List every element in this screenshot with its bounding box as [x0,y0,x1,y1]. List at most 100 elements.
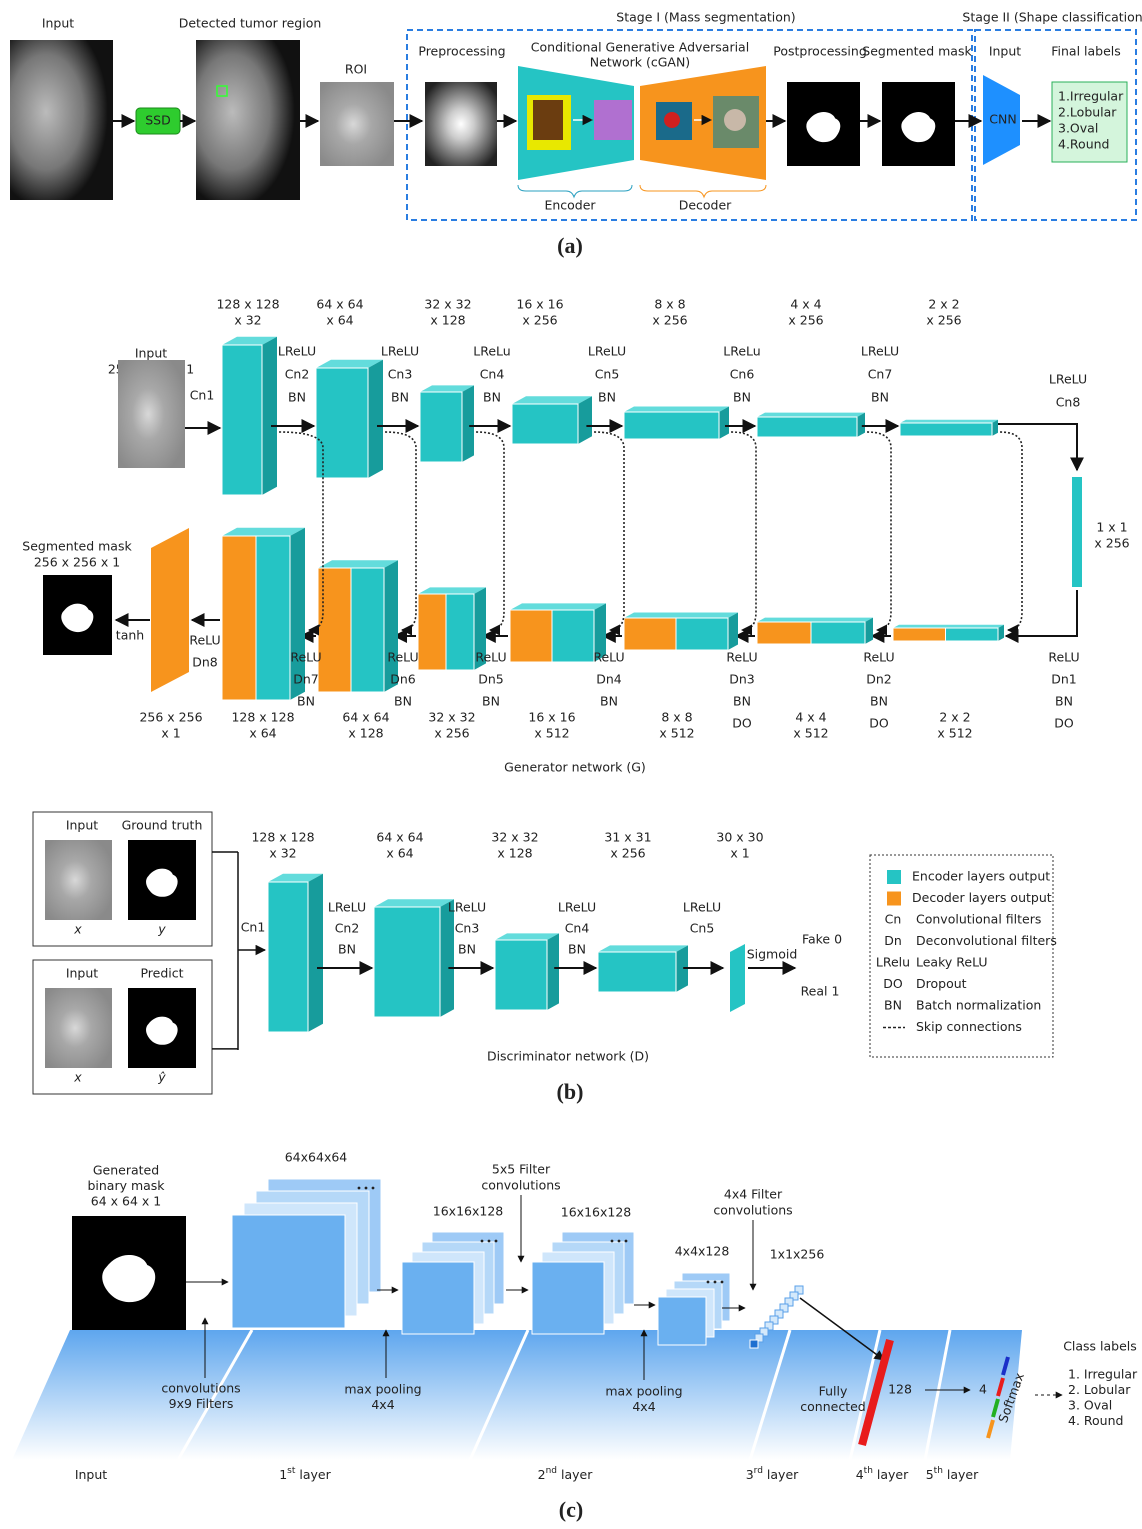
label: ReLU [475,650,506,665]
label: Decoder [679,198,732,213]
layer-label: 3rdlayer [746,1466,799,1482]
encoder-block-front [900,423,992,436]
decoder-block-side [865,618,873,644]
decoder-block-front-decoder [222,536,256,700]
label: Segmented mask [862,44,972,59]
discriminator-block-front [495,940,547,1010]
label: LReLU [588,344,626,359]
label: ReLU [189,633,220,648]
feature-map-4 [658,1297,706,1345]
label: Discriminator network (D) [487,1049,649,1064]
label: 4x4 [371,1397,394,1412]
label: 4 x 4 [790,297,821,312]
label: LReLU [278,344,316,359]
label: 3.Oval [1058,121,1098,136]
encoder-block-front [420,392,462,462]
discriminator-block-front [374,907,440,1017]
label: ReLU [726,650,757,665]
label: 9x9 Filters [169,1396,234,1411]
decoder-block-front-decoder [893,628,946,641]
label: LReLU [1049,372,1087,387]
label: Leaky ReLU [916,955,988,970]
layer-label-part: rd [754,1466,763,1476]
label: 128 x 128 [231,710,294,725]
label: BN [600,694,618,709]
layer-label-part: 3 [746,1467,754,1482]
label: x 128 [430,313,465,328]
label: 4 x 4 [795,710,826,725]
label: (c) [559,1497,583,1522]
label: Convolutional filters [916,912,1041,927]
label: Cn7 [868,367,893,382]
label: LReLU [683,900,721,915]
label: Stage I (Mass segmentation) [616,10,795,25]
label: y [157,922,166,937]
ellipsis-dot [618,1240,621,1243]
label: DO [1054,716,1074,731]
label: LReLU [558,900,596,915]
encoder-brace [518,185,632,197]
layer-label: 5thlayer [926,1466,979,1482]
discriminator-block-top [374,899,454,907]
encoder-block-front [757,417,857,437]
label: Input [989,44,1021,59]
label: Real 1 [801,984,840,999]
label: Cn2 [285,367,310,382]
label: Cn6 [730,367,755,382]
layer-label-part: Input [75,1467,107,1482]
label: x 512 [937,726,972,741]
mammogram-detected [196,40,300,200]
decoder-block-top [318,560,398,568]
label: x 256 [1094,536,1129,551]
label: x 64 [249,726,276,741]
decoder-block-front-decoder [510,610,552,662]
label: 4x4 [632,1399,655,1414]
ellipsis-dot [714,1281,717,1284]
skip-connection [867,432,891,630]
encoder-block-top [624,407,729,413]
label: 4.Round [1058,137,1109,152]
feature-map-2 [402,1262,474,1334]
label: Input [66,966,98,981]
label: BN [884,998,902,1013]
discriminator-block-front [268,882,308,1032]
label: Dn8 [192,655,218,670]
ellipsis-dot [707,1281,710,1284]
label: x 128 [497,846,532,861]
encoder-block-front [624,412,719,439]
layer-label-part: layer [877,1467,909,1482]
label: Decoder layers output [912,890,1052,905]
layer-label-part: layer [561,1467,593,1482]
label: LReLU [381,344,419,359]
label: 16x16x128 [433,1204,504,1219]
label: Cn5 [595,367,620,382]
label: 32 x 32 [428,710,475,725]
label: BN [1055,694,1073,709]
label: ReLU [863,650,894,665]
encoder-block-side [262,337,277,495]
label: 128 x 128 [251,830,314,845]
label: Predict [140,966,183,981]
label: 31 x 31 [604,830,651,845]
label: BN [482,694,500,709]
feature-map-3 [532,1262,604,1334]
label: 32 x 32 [491,830,538,845]
label: 30 x 30 [716,830,763,845]
label: 16 x 16 [528,710,575,725]
label: x 512 [534,726,569,741]
label: BN [394,694,412,709]
label: x 256 [788,313,823,328]
skip-connection [1000,432,1022,630]
discriminator-block-side [308,874,323,1032]
decoder-block-top [510,603,606,610]
label: Dn4 [596,672,622,687]
label: 3. Oval [1068,1398,1112,1413]
label: 2 x 2 [928,297,959,312]
decoder-block-front-decoder [418,594,446,670]
label: Dn2 [866,672,892,687]
encoder-block-top [512,396,592,404]
ellipsis-dot [625,1240,628,1243]
label: LReLu [473,344,510,359]
label: Encoder [544,198,596,213]
label: Cn1 [190,388,215,403]
